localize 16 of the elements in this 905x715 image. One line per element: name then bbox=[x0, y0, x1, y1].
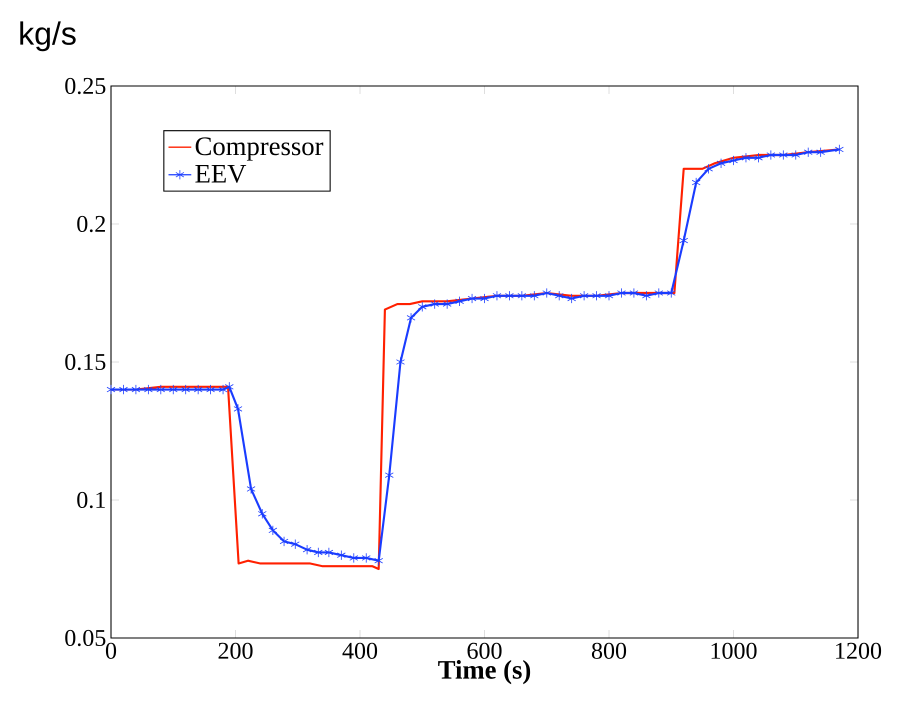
x-tick-label: 600 bbox=[468, 642, 502, 659]
x-axis-title: Time (s) bbox=[438, 660, 530, 684]
y-tick-label: 0.15 bbox=[65, 354, 106, 370]
x-tick-label: 1000 bbox=[712, 642, 757, 659]
x-tick-label: 0 bbox=[106, 642, 116, 659]
legend-label: Compressor bbox=[196, 137, 324, 161]
y-tick-label: 0.05 bbox=[65, 630, 106, 646]
y-tick-label: 0.1 bbox=[77, 492, 105, 508]
y-tick-label: 0.2 bbox=[77, 216, 105, 232]
y-tick-label: 0.25 bbox=[65, 78, 106, 94]
x-tick-label: 200 bbox=[218, 642, 253, 659]
x-tick-label: 400 bbox=[342, 642, 378, 659]
x-tick-label: 800 bbox=[592, 642, 626, 659]
x-tick-label: 1200 bbox=[836, 642, 882, 659]
legend-label: EEV bbox=[195, 165, 246, 183]
y-axis-title: kg/s bbox=[20, 21, 76, 52]
